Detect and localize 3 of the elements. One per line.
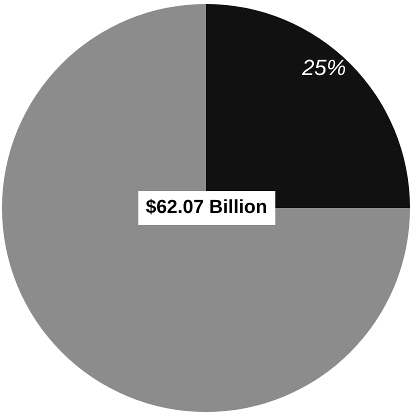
text: $62.07 Billion: [138, 191, 276, 225]
pie-slice: [2, 4, 410, 412]
data-label: 25%: [301, 54, 346, 80]
